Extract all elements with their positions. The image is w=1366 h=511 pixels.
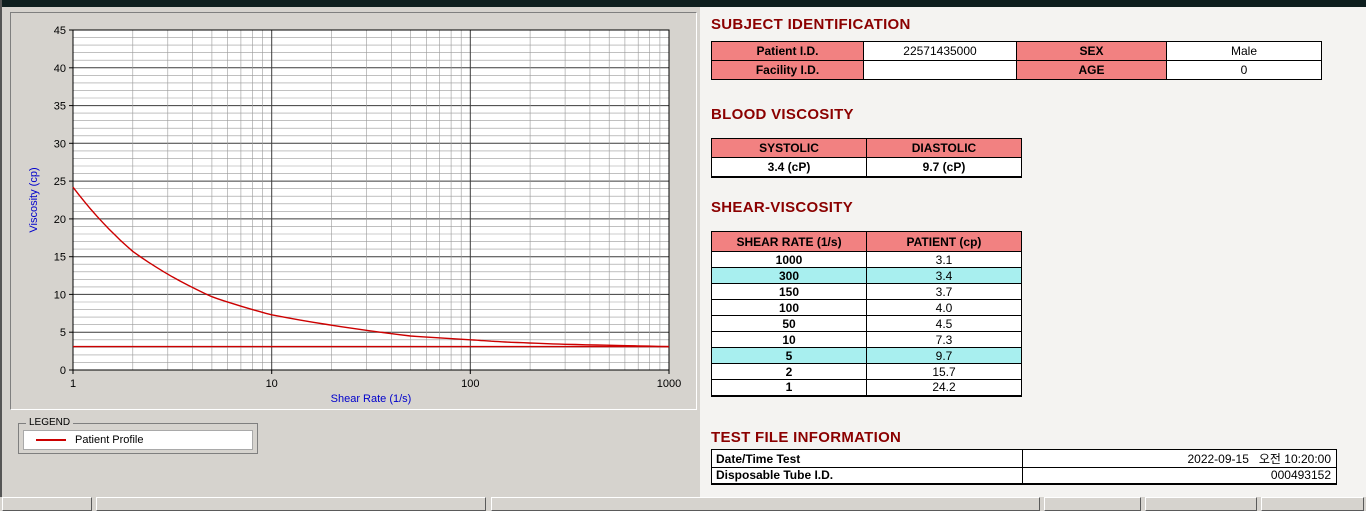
shear-rate-cell: 5 [711, 347, 867, 364]
facility-id-label: Facility I.D. [711, 60, 864, 80]
test-file-table: Date/Time Test 2022-09-15 오전 10:20:00 Di… [711, 449, 1337, 485]
patient-cp-cell: 24.2 [866, 379, 1022, 397]
disposable-tube-id-label: Disposable Tube I.D. [711, 467, 1023, 485]
viscosity-chart-panel: 0 5 10 15 20 25 30 35 40 45 1 10 100 1000 Shear Rate (… [10, 12, 697, 410]
bottom-toolbar-button[interactable] [2, 497, 92, 511]
test-file-information-heading: TEST FILE INFORMATION [711, 429, 902, 446]
patient-cp-header: PATIENT (cp) [866, 231, 1022, 252]
subject-identification-heading: SUBJECT IDENTIFICATION [711, 16, 911, 33]
svg-text:40: 40 [54, 63, 66, 75]
shear-viscosity-table: SHEAR RATE (1/s) PATIENT (cp) 1000 3.1 3… [711, 231, 1022, 397]
window-left-edge [0, 0, 2, 497]
diastolic-value: 9.7 (cP) [866, 157, 1022, 178]
shear-rate-cell: 10 [711, 331, 867, 348]
legend-entry: Patient Profile [23, 430, 253, 450]
svg-text:100: 100 [461, 378, 479, 390]
shear-rate-cell: 150 [711, 283, 867, 300]
svg-text:Viscosity (cp): Viscosity (cp) [28, 167, 40, 232]
viscosity-chart: 0 5 10 15 20 25 30 35 40 45 1 10 100 1000 Shear Rate (… [28, 25, 681, 405]
patient-cp-cell: 4.0 [866, 299, 1022, 316]
patient-cp-cell: 7.3 [866, 331, 1022, 348]
shear-rate-cell: 1000 [711, 251, 867, 268]
shear-rate-cell: 2 [711, 363, 867, 380]
shear-rate-cell: 50 [711, 315, 867, 332]
table-row: Disposable Tube I.D. 000493152 [711, 467, 1337, 485]
svg-text:10: 10 [54, 289, 66, 301]
table-header-row: SHEAR RATE (1/s) PATIENT (cp) [711, 231, 1022, 252]
shear-rate-header: SHEAR RATE (1/s) [711, 231, 867, 252]
svg-text:20: 20 [54, 214, 66, 226]
legend-entry-label: Patient Profile [75, 434, 144, 446]
shear-rate-cell: 1 [711, 379, 867, 397]
patient-id-value: 22571435000 [863, 41, 1017, 61]
patient-cp-cell: 3.4 [866, 267, 1022, 284]
svg-text:1000: 1000 [657, 378, 681, 390]
facility-id-value [863, 60, 1017, 80]
table-row: 10 7.3 [711, 331, 1022, 348]
table-header-row: SYSTOLIC DIASTOLIC [711, 138, 1022, 158]
legend-box: LEGEND Patient Profile [18, 417, 258, 454]
table-row: Date/Time Test 2022-09-15 오전 10:20:00 [711, 449, 1337, 468]
svg-text:0: 0 [60, 365, 66, 377]
bottom-toolbar-button[interactable] [1145, 497, 1257, 511]
patient-cp-cell: 15.7 [866, 363, 1022, 380]
legend-box-label: LEGEND [26, 417, 74, 429]
sex-label: SEX [1016, 41, 1167, 61]
date-time-test-label: Date/Time Test [711, 449, 1023, 468]
table-row: 100 4.0 [711, 299, 1022, 316]
patient-cp-cell: 3.7 [866, 283, 1022, 300]
patient-id-label: Patient I.D. [711, 41, 864, 61]
svg-text:1: 1 [70, 378, 76, 390]
bottom-toolbar-button[interactable] [1044, 497, 1141, 511]
date-time-test-value: 2022-09-15 오전 10:20:00 [1022, 449, 1337, 468]
table-row: 5 9.7 [711, 347, 1022, 364]
svg-text:30: 30 [54, 138, 66, 150]
table-row: 300 3.4 [711, 267, 1022, 284]
svg-text:10: 10 [266, 378, 278, 390]
svg-text:35: 35 [54, 101, 66, 113]
diastolic-header: DIASTOLIC [866, 138, 1022, 158]
disposable-tube-id-value: 000493152 [1022, 467, 1337, 485]
table-row: Facility I.D. AGE 0 [711, 60, 1322, 80]
sex-value: Male [1166, 41, 1322, 61]
table-row: 3.4 (cP) 9.7 (cP) [711, 157, 1022, 178]
svg-text:Shear Rate (1/s): Shear Rate (1/s) [331, 393, 412, 405]
shear-rate-cell: 300 [711, 267, 867, 284]
table-row: 1 24.2 [711, 379, 1022, 397]
svg-text:25: 25 [54, 176, 66, 188]
table-row: 1000 3.1 [711, 251, 1022, 268]
svg-text:15: 15 [54, 252, 66, 264]
svg-text:45: 45 [54, 25, 66, 37]
patient-cp-cell: 9.7 [866, 347, 1022, 364]
shear-rate-cell: 100 [711, 299, 867, 316]
blood-viscosity-table: SYSTOLIC DIASTOLIC 3.4 (cP) 9.7 (cP) [711, 138, 1022, 178]
table-row: 150 3.7 [711, 283, 1022, 300]
window-top-bar [0, 0, 1366, 7]
shear-viscosity-heading: SHEAR-VISCOSITY [711, 199, 854, 216]
table-row: 50 4.5 [711, 315, 1022, 332]
bottom-toolbar-button[interactable] [1261, 497, 1364, 511]
bottom-toolbar-button[interactable] [491, 497, 1040, 511]
age-value: 0 [1166, 60, 1322, 80]
patient-cp-cell: 3.1 [866, 251, 1022, 268]
age-label: AGE [1016, 60, 1167, 80]
table-row: 2 15.7 [711, 363, 1022, 380]
table-row: Patient I.D. 22571435000 SEX Male [711, 41, 1322, 61]
subject-identification-table: Patient I.D. 22571435000 SEX Male Facili… [711, 41, 1322, 80]
bottom-toolbar-button[interactable] [96, 497, 486, 511]
systolic-header: SYSTOLIC [711, 138, 867, 158]
patient-cp-cell: 4.5 [866, 315, 1022, 332]
systolic-value: 3.4 (cP) [711, 157, 867, 178]
blood-viscosity-heading: BLOOD VISCOSITY [711, 106, 854, 123]
legend-line-sample [36, 439, 66, 441]
svg-text:5: 5 [60, 327, 66, 339]
